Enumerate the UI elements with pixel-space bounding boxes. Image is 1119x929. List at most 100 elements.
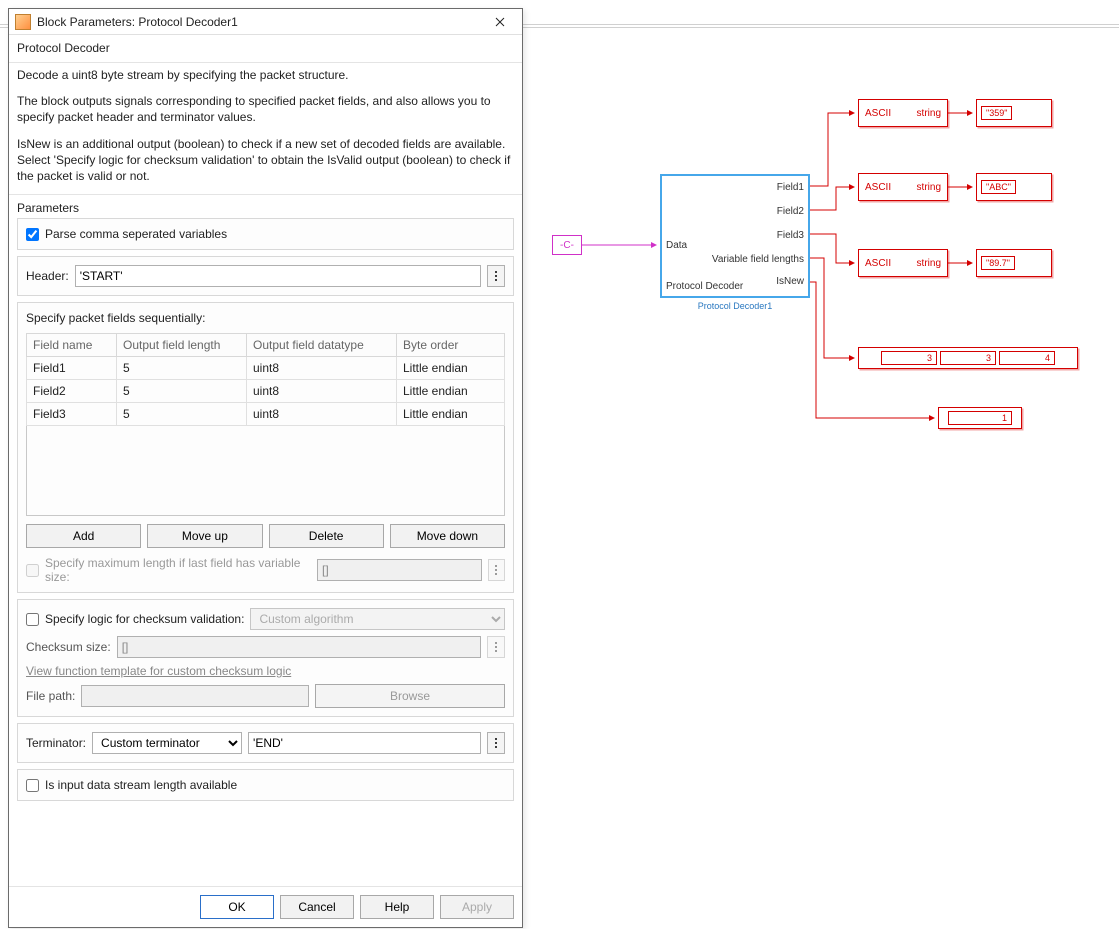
block-type-label: Protocol Decoder bbox=[666, 281, 743, 292]
col-datatype: Output field datatype bbox=[247, 334, 397, 357]
port-field3: Field3 bbox=[777, 230, 804, 241]
constant-label: -C- bbox=[560, 240, 574, 251]
header-more-button[interactable] bbox=[487, 265, 505, 287]
apply-button: Apply bbox=[440, 895, 514, 919]
parse-csv-label: Parse comma seperated variables bbox=[45, 227, 227, 241]
col-byteorder: Byte order bbox=[397, 334, 505, 357]
ascii-label: ASCII bbox=[865, 108, 891, 119]
description-3: IsNew is an additional output (boolean) … bbox=[17, 136, 514, 185]
parse-csv-row[interactable]: Parse comma seperated variables bbox=[26, 227, 505, 241]
display-1[interactable]: "359" bbox=[976, 99, 1052, 127]
checksum-more-button bbox=[487, 636, 505, 658]
table-cell[interactable]: uint8 bbox=[247, 403, 397, 426]
port-field1: Field1 bbox=[777, 182, 804, 193]
ok-button[interactable]: OK bbox=[200, 895, 274, 919]
maxlen-label: Specify maximum length if last field has… bbox=[45, 556, 311, 584]
checksum-algo-select: Custom algorithm bbox=[250, 608, 505, 630]
ascii-to-string-1[interactable]: ASCII string bbox=[858, 99, 948, 127]
vdots-icon bbox=[494, 737, 498, 749]
terminator-label: Terminator: bbox=[26, 736, 86, 750]
header-input[interactable] bbox=[75, 265, 481, 287]
parse-csv-checkbox[interactable] bbox=[26, 228, 39, 241]
close-button[interactable] bbox=[484, 12, 516, 32]
table-cell[interactable]: 5 bbox=[117, 380, 247, 403]
ascii-to-string-3[interactable]: ASCII string bbox=[858, 249, 948, 277]
checksum-checkbox[interactable] bbox=[26, 613, 39, 626]
vdots-icon bbox=[494, 641, 498, 653]
table-cell[interactable]: uint8 bbox=[247, 357, 397, 380]
block-parameters-dialog: Block Parameters: Protocol Decoder1 Prot… bbox=[8, 8, 523, 928]
inputlen-label: Is input data stream length available bbox=[45, 778, 237, 792]
filepath-label: File path: bbox=[26, 689, 75, 703]
string-label: string bbox=[917, 258, 941, 269]
display-vfl[interactable]: 3 3 4 bbox=[858, 347, 1078, 369]
checksum-label: Specify logic for checksum validation: bbox=[45, 612, 244, 626]
checksum-size-input bbox=[117, 636, 481, 658]
display-value: "ABC" bbox=[981, 180, 1016, 194]
table-row[interactable]: Field25uint8Little endian bbox=[27, 380, 505, 403]
port-vfl: Variable field lengths bbox=[712, 254, 804, 265]
browse-button: Browse bbox=[315, 684, 505, 708]
col-fieldname: Field name bbox=[27, 334, 117, 357]
display-3[interactable]: "89.7" bbox=[976, 249, 1052, 277]
port-data: Data bbox=[666, 240, 687, 251]
terminator-more-button[interactable] bbox=[487, 732, 505, 754]
add-button[interactable]: Add bbox=[26, 524, 141, 548]
maxlen-checkbox bbox=[26, 564, 39, 577]
dialog-footer: OK Cancel Help Apply bbox=[9, 886, 522, 927]
display-value: 1 bbox=[948, 411, 1012, 425]
table-cell[interactable]: uint8 bbox=[247, 380, 397, 403]
inputlen-checkbox[interactable] bbox=[26, 779, 39, 792]
header-panel: Header: bbox=[17, 256, 514, 296]
fields-group-label: Specify packet fields sequentially: bbox=[26, 311, 505, 325]
moveup-button[interactable]: Move up bbox=[147, 524, 262, 548]
table-cell[interactable]: Field3 bbox=[27, 403, 117, 426]
table-cell[interactable]: Field1 bbox=[27, 357, 117, 380]
checksum-panel: Specify logic for checksum validation: C… bbox=[17, 599, 514, 717]
string-label: string bbox=[917, 182, 941, 193]
display-2[interactable]: "ABC" bbox=[976, 173, 1052, 201]
table-cell[interactable]: Little endian bbox=[397, 380, 505, 403]
constant-block[interactable]: -C- bbox=[552, 235, 582, 255]
terminator-type-select[interactable]: Custom terminator bbox=[92, 732, 242, 754]
fields-table[interactable]: Field name Output field length Output fi… bbox=[26, 333, 505, 426]
vdots-icon bbox=[494, 564, 498, 576]
close-icon bbox=[495, 17, 505, 27]
table-cell[interactable]: 5 bbox=[117, 403, 247, 426]
table-cell[interactable]: 5 bbox=[117, 357, 247, 380]
inputlen-row[interactable]: Is input data stream length available bbox=[26, 778, 505, 792]
delete-button[interactable]: Delete bbox=[269, 524, 384, 548]
decoder-caption: Protocol Decoder1 bbox=[660, 301, 810, 311]
simulink-diagram: -C- Data Field1 Field2 Field3 Variable f… bbox=[552, 85, 1092, 445]
divider bbox=[9, 194, 522, 195]
port-field2: Field2 bbox=[777, 206, 804, 217]
dialog-titlebar[interactable]: Block Parameters: Protocol Decoder1 bbox=[9, 9, 522, 35]
protocol-decoder-block[interactable]: Data Field1 Field2 Field3 Variable field… bbox=[660, 174, 810, 298]
maxlen-more-button bbox=[488, 559, 505, 581]
display-value: "359" bbox=[981, 106, 1012, 120]
table-cell[interactable]: Little endian bbox=[397, 403, 505, 426]
table-cell[interactable]: Little endian bbox=[397, 357, 505, 380]
ascii-label: ASCII bbox=[865, 182, 891, 193]
filepath-input bbox=[81, 685, 309, 707]
display-isnew[interactable]: 1 bbox=[938, 407, 1022, 429]
block-type-heading: Protocol Decoder bbox=[17, 39, 514, 58]
table-row[interactable]: Field15uint8Little endian bbox=[27, 357, 505, 380]
cancel-button[interactable]: Cancel bbox=[280, 895, 354, 919]
port-isnew: IsNew bbox=[776, 276, 804, 287]
ascii-label: ASCII bbox=[865, 258, 891, 269]
table-row[interactable]: Field35uint8Little endian bbox=[27, 403, 505, 426]
display-cell: 3 bbox=[940, 351, 996, 365]
display-value: "89.7" bbox=[981, 256, 1015, 270]
table-cell[interactable]: Field2 bbox=[27, 380, 117, 403]
maxlen-input bbox=[317, 559, 482, 581]
parameters-heading: Parameters bbox=[17, 199, 514, 218]
help-button[interactable]: Help bbox=[360, 895, 434, 919]
display-cell: 4 bbox=[999, 351, 1055, 365]
movedown-button[interactable]: Move down bbox=[390, 524, 505, 548]
header-label: Header: bbox=[26, 269, 69, 283]
dialog-title: Block Parameters: Protocol Decoder1 bbox=[37, 15, 484, 29]
ascii-to-string-2[interactable]: ASCII string bbox=[858, 173, 948, 201]
table-empty-area bbox=[26, 426, 505, 516]
terminator-input[interactable] bbox=[248, 732, 481, 754]
